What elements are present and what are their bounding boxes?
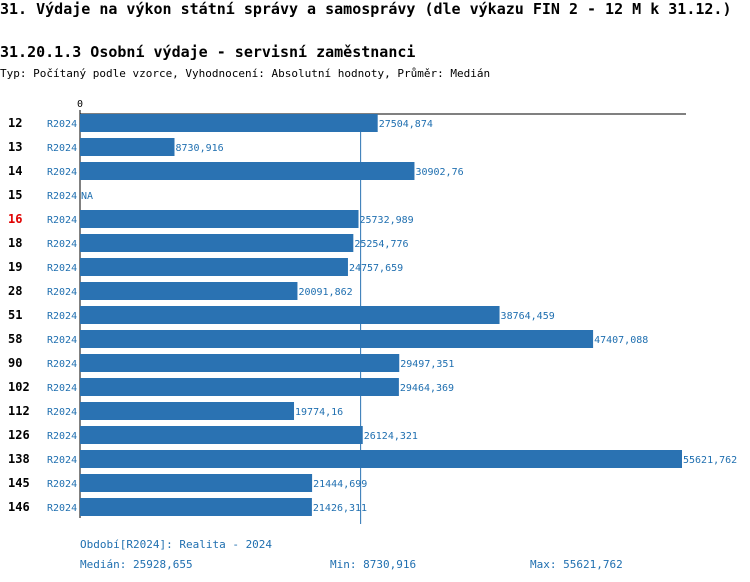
footer-median: Medián: 25928,655 bbox=[80, 558, 193, 571]
bar bbox=[80, 450, 682, 468]
bar bbox=[80, 306, 500, 324]
data-label: 25732,989 bbox=[360, 215, 414, 226]
category-label: 28 bbox=[8, 284, 22, 298]
data-label: 47407,088 bbox=[594, 335, 648, 346]
data-label: 8730,916 bbox=[175, 143, 223, 154]
category-label: 102 bbox=[8, 380, 30, 394]
category-label: 112 bbox=[8, 404, 30, 418]
period-label: R2024 bbox=[47, 215, 77, 226]
data-label: 24757,659 bbox=[349, 263, 403, 274]
period-label: R2024 bbox=[47, 455, 77, 466]
bar bbox=[80, 402, 295, 420]
category-label: 58 bbox=[8, 332, 22, 346]
period-label: R2024 bbox=[47, 383, 77, 394]
category-label: 14 bbox=[8, 164, 22, 178]
data-label: 29464,369 bbox=[400, 383, 454, 394]
chart-subtitle: 31.20.1.3 Osobní výdaje - servisní zaměs… bbox=[0, 43, 416, 61]
category-label: 90 bbox=[8, 356, 22, 370]
category-label: 146 bbox=[8, 500, 30, 514]
data-label: 38764,459 bbox=[501, 311, 555, 322]
bar bbox=[80, 234, 354, 252]
period-label: R2024 bbox=[47, 503, 77, 514]
footer-max: Max: 55621,762 bbox=[530, 558, 623, 571]
data-label: 21426,311 bbox=[313, 503, 367, 514]
bar bbox=[80, 474, 313, 492]
period-label: R2024 bbox=[47, 239, 77, 250]
bar bbox=[80, 426, 363, 444]
category-label: 18 bbox=[8, 236, 22, 250]
period-label: R2024 bbox=[47, 407, 77, 418]
data-label: NA bbox=[81, 191, 93, 202]
period-label: R2024 bbox=[47, 119, 77, 130]
category-label: 138 bbox=[8, 452, 30, 466]
x-tick-label: 0 bbox=[77, 99, 83, 110]
bar bbox=[80, 354, 400, 372]
bar bbox=[80, 282, 298, 300]
category-label: 16 bbox=[8, 212, 22, 226]
data-label: 21444,699 bbox=[313, 479, 367, 490]
bar bbox=[80, 378, 399, 396]
data-label: 20091,862 bbox=[298, 287, 352, 298]
category-label: 51 bbox=[8, 308, 22, 322]
data-label: 25254,776 bbox=[354, 239, 408, 250]
period-label: R2024 bbox=[47, 311, 77, 322]
data-label: 55621,762 bbox=[683, 455, 737, 466]
bar bbox=[80, 258, 348, 276]
period-label: R2024 bbox=[47, 143, 77, 154]
bar bbox=[80, 330, 594, 348]
period-label: R2024 bbox=[47, 335, 77, 346]
category-label: 13 bbox=[8, 140, 22, 154]
bar bbox=[80, 162, 415, 180]
data-label: 26124,321 bbox=[364, 431, 418, 442]
bar bbox=[80, 138, 175, 156]
category-label: 126 bbox=[8, 428, 30, 442]
category-label: 12 bbox=[8, 116, 22, 130]
data-label: 27504,874 bbox=[379, 119, 433, 130]
category-label: 15 bbox=[8, 188, 22, 202]
chart-type-line: Typ: Počítaný podle vzorce, Vyhodnocení:… bbox=[0, 67, 491, 80]
period-label: R2024 bbox=[47, 287, 77, 298]
period-label: R2024 bbox=[47, 359, 77, 370]
data-label: 30902,76 bbox=[415, 167, 463, 178]
period-label: R2024 bbox=[47, 167, 77, 178]
period-label: R2024 bbox=[47, 191, 77, 202]
category-label: 19 bbox=[8, 260, 22, 274]
bar bbox=[80, 114, 378, 132]
data-label: 19774,16 bbox=[295, 407, 343, 418]
data-label: 29497,351 bbox=[400, 359, 454, 370]
period-label: R2024 bbox=[47, 479, 77, 490]
category-label: 145 bbox=[8, 476, 30, 490]
footer-min: Min: 8730,916 bbox=[330, 558, 417, 571]
period-label: R2024 bbox=[47, 431, 77, 442]
bar bbox=[80, 498, 312, 516]
period-label: R2024 bbox=[47, 263, 77, 274]
bar bbox=[80, 210, 359, 228]
page-title: 31. Výdaje na výkon státní správy a samo… bbox=[0, 0, 732, 18]
footer-period: Období[R2024]: Realita - 2024 bbox=[80, 538, 273, 551]
